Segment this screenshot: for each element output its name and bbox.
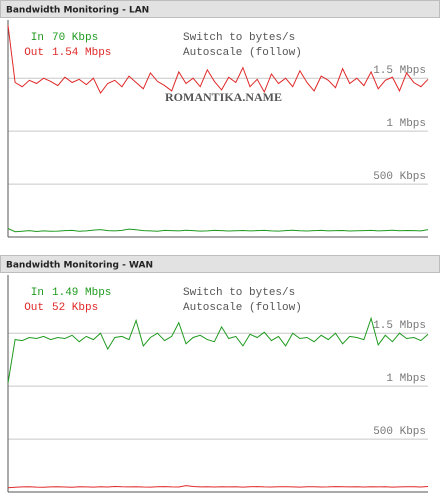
y-tick-label: 500 Kbps	[373, 171, 426, 183]
control-link[interactable]: Autoscale (follow)	[183, 47, 302, 59]
series-line	[7, 25, 429, 94]
legend-value: 1.54 Mbps	[52, 47, 111, 59]
control-link[interactable]: Autoscale (follow)	[183, 302, 302, 314]
legend-name: Out	[24, 47, 44, 59]
watermark: ROMANTIKA.NAME	[165, 90, 282, 104]
control-link[interactable]: Switch to bytes/s	[183, 287, 295, 299]
legend-value: 1.49 Mbps	[52, 287, 111, 299]
panel-title: Bandwidth Monitoring - LAN	[6, 6, 149, 16]
y-tick-label: 1 Mbps	[386, 118, 426, 130]
panel-title: Bandwidth Monitoring - WAN	[6, 261, 153, 271]
y-tick-label: 1.5 Mbps	[373, 65, 426, 77]
series-line	[7, 485, 429, 489]
series-line	[7, 228, 429, 233]
control-link[interactable]: Switch to bytes/s	[183, 32, 295, 44]
legend-value: 70 Kbps	[52, 32, 98, 44]
panel: Bandwidth Monitoring - LAN 500 Kbps 1 Mbps…	[0, 0, 440, 238]
y-tick-label: 1.5 Mbps	[373, 320, 426, 332]
legend-name: Out	[24, 302, 44, 314]
y-tick-label: 1 Mbps	[386, 373, 426, 385]
legend-value: 52 Kbps	[52, 302, 98, 314]
legend-name: In	[31, 287, 44, 299]
panel: Bandwidth Monitoring - WAN 500 Kbps 1 Mbps…	[0, 255, 440, 493]
plot-area	[8, 275, 428, 492]
series-line	[7, 316, 429, 384]
plot-area	[8, 20, 428, 237]
legend-name: In	[31, 32, 44, 44]
y-tick-label: 500 Kbps	[373, 426, 426, 438]
